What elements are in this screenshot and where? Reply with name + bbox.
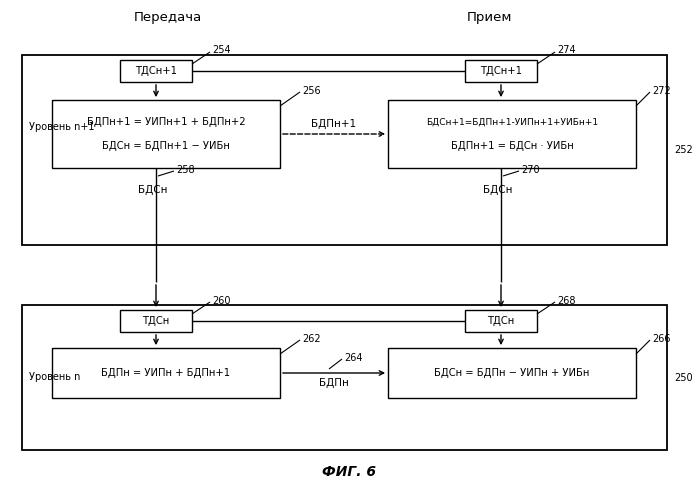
Text: ТДСн+1: ТДСн+1	[480, 66, 522, 76]
Bar	[465, 60, 537, 82]
Text: 268: 268	[557, 296, 575, 306]
Text: БДПн: БДПн	[319, 378, 349, 388]
Text: БДСн = БДПн+1 − УИБн: БДСн = БДПн+1 − УИБн	[102, 141, 230, 151]
Text: 264: 264	[344, 353, 363, 363]
Text: 272: 272	[652, 86, 671, 96]
Text: 260: 260	[212, 296, 231, 306]
Bar	[52, 348, 280, 398]
Text: Прием: Прием	[467, 11, 513, 24]
Text: 266: 266	[652, 334, 670, 344]
Text: БДПн = УИПн + БДПн+1: БДПн = УИПн + БДПн+1	[101, 368, 231, 378]
Bar	[22, 305, 667, 450]
Text: Уровень n+1: Уровень n+1	[29, 122, 94, 132]
Bar	[120, 310, 192, 332]
Text: БДПн+1 = УИПн+1 + БДПн+2: БДПн+1 = УИПн+1 + БДПн+2	[87, 117, 245, 127]
Text: ТДСн+1: ТДСн+1	[135, 66, 177, 76]
Bar	[22, 55, 667, 245]
Text: ТДСн: ТДСн	[487, 316, 514, 326]
Text: 252: 252	[674, 145, 693, 155]
Text: ФИГ. 6: ФИГ. 6	[322, 465, 376, 479]
Text: БДСн+1=БДПн+1-УИПн+1+УИБн+1: БДСн+1=БДПн+1-УИПн+1+УИБн+1	[426, 118, 598, 126]
Text: БДПн+1 = БДСн · УИБн: БДПн+1 = БДСн · УИБн	[451, 141, 573, 151]
Text: 270: 270	[521, 165, 540, 175]
Text: 256: 256	[302, 86, 321, 96]
Bar	[388, 100, 636, 168]
Text: 274: 274	[557, 45, 575, 55]
Text: 250: 250	[674, 372, 693, 383]
Text: Уровень n: Уровень n	[29, 372, 80, 382]
Bar	[465, 310, 537, 332]
Bar	[120, 60, 192, 82]
Text: 262: 262	[302, 334, 321, 344]
Text: БДПн+1: БДПн+1	[312, 119, 356, 129]
Text: БДСн = БДПн − УИПн + УИБн: БДСн = БДПн − УИПн + УИБн	[434, 368, 590, 378]
Text: БДСн: БДСн	[483, 185, 512, 195]
Bar	[388, 348, 636, 398]
Text: БДСн: БДСн	[138, 185, 168, 195]
Text: 258: 258	[176, 165, 194, 175]
Text: ТДСн: ТДСн	[143, 316, 170, 326]
Text: 254: 254	[212, 45, 231, 55]
Bar	[52, 100, 280, 168]
Text: Передача: Передача	[134, 11, 202, 24]
